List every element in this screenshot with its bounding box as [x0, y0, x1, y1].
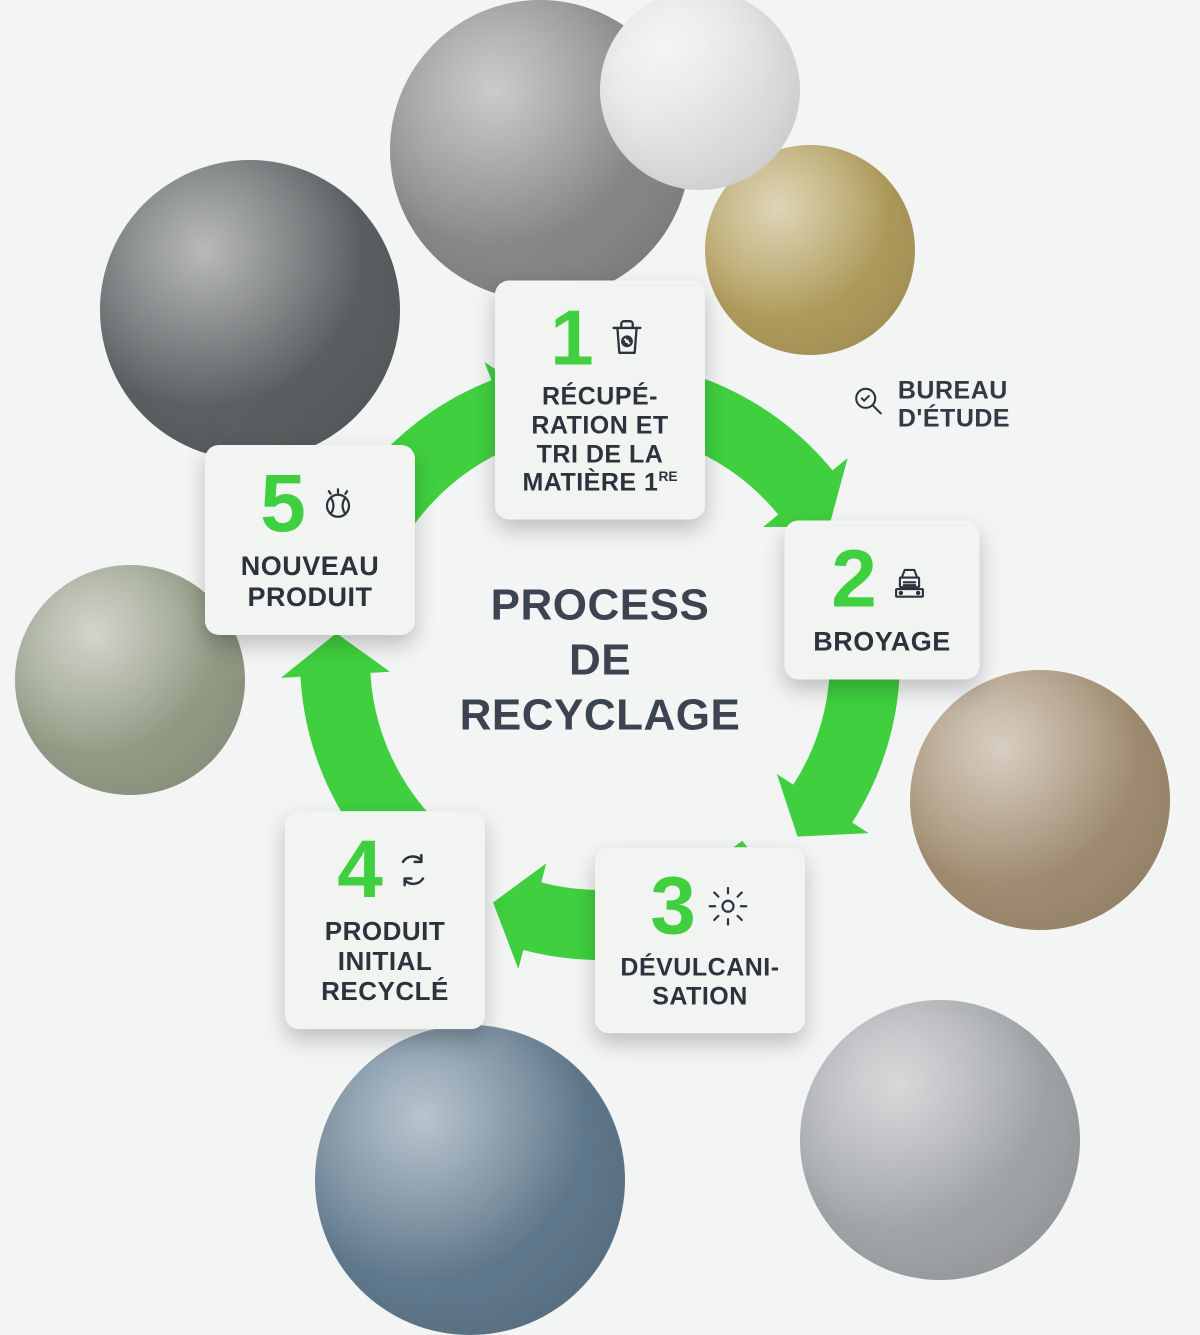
ball-icon [316, 482, 360, 526]
grinder-icon [887, 556, 933, 602]
center-title-line: RECYCLAGE [460, 688, 741, 743]
photo-bg-blob [600, 0, 800, 190]
step-header: 5 [225, 463, 395, 545]
step-number: 1 [550, 299, 593, 377]
step-card-step5: 5 NOUVEAUPRODUIT [205, 445, 415, 635]
step-label: NOUVEAUPRODUIT [225, 551, 395, 613]
step-label: RÉCUPÉ-RATION ETTRI DE LAMATIÈRE 1RE [515, 383, 685, 498]
photo-soles [315, 1025, 625, 1335]
step-card-step2: 2 BROYAGE [785, 520, 980, 679]
photo-machine [800, 1000, 1080, 1280]
step-number: 3 [650, 865, 696, 947]
photo-gravel [910, 670, 1170, 930]
step-header: 4 [305, 829, 465, 911]
step-card-step3: 3 DÉVULCANI-SATION [595, 847, 805, 1033]
step-number: 2 [831, 538, 877, 620]
step-number: 4 [337, 829, 383, 911]
center-title: PROCESS DE RECYCLAGE [460, 578, 741, 743]
step-header: 1 [515, 299, 685, 377]
step-card-step1: 1 RÉCUPÉ-RATION ETTRI DE LAMATIÈRE 1RE [495, 281, 705, 520]
cycle-icon [393, 850, 433, 890]
magnifier-icon [850, 383, 888, 428]
step-number: 5 [260, 463, 306, 545]
step-header: 3 [615, 865, 785, 947]
stage: PROCESS DE RECYCLAGE 1 RÉCUPÉ-RATION ETT… [0, 0, 1200, 1320]
step-label: BROYAGE [805, 626, 960, 657]
bin-icon [604, 315, 650, 361]
step-label: DÉVULCANI-SATION [615, 953, 785, 1011]
center-title-line: PROCESS [460, 578, 741, 633]
bureau-etude-callout: BUREAUD'ÉTUDE [850, 378, 1010, 433]
step-card-step4: 4 PRODUITINITIALRECYCLÉ [285, 811, 485, 1029]
step-header: 2 [805, 538, 960, 620]
callout-label: BUREAUD'ÉTUDE [898, 378, 1010, 433]
gear-icon [706, 884, 750, 928]
center-title-line: DE [460, 633, 741, 688]
photo-floor-tiles [100, 160, 400, 460]
step-label: PRODUITINITIALRECYCLÉ [305, 917, 465, 1007]
